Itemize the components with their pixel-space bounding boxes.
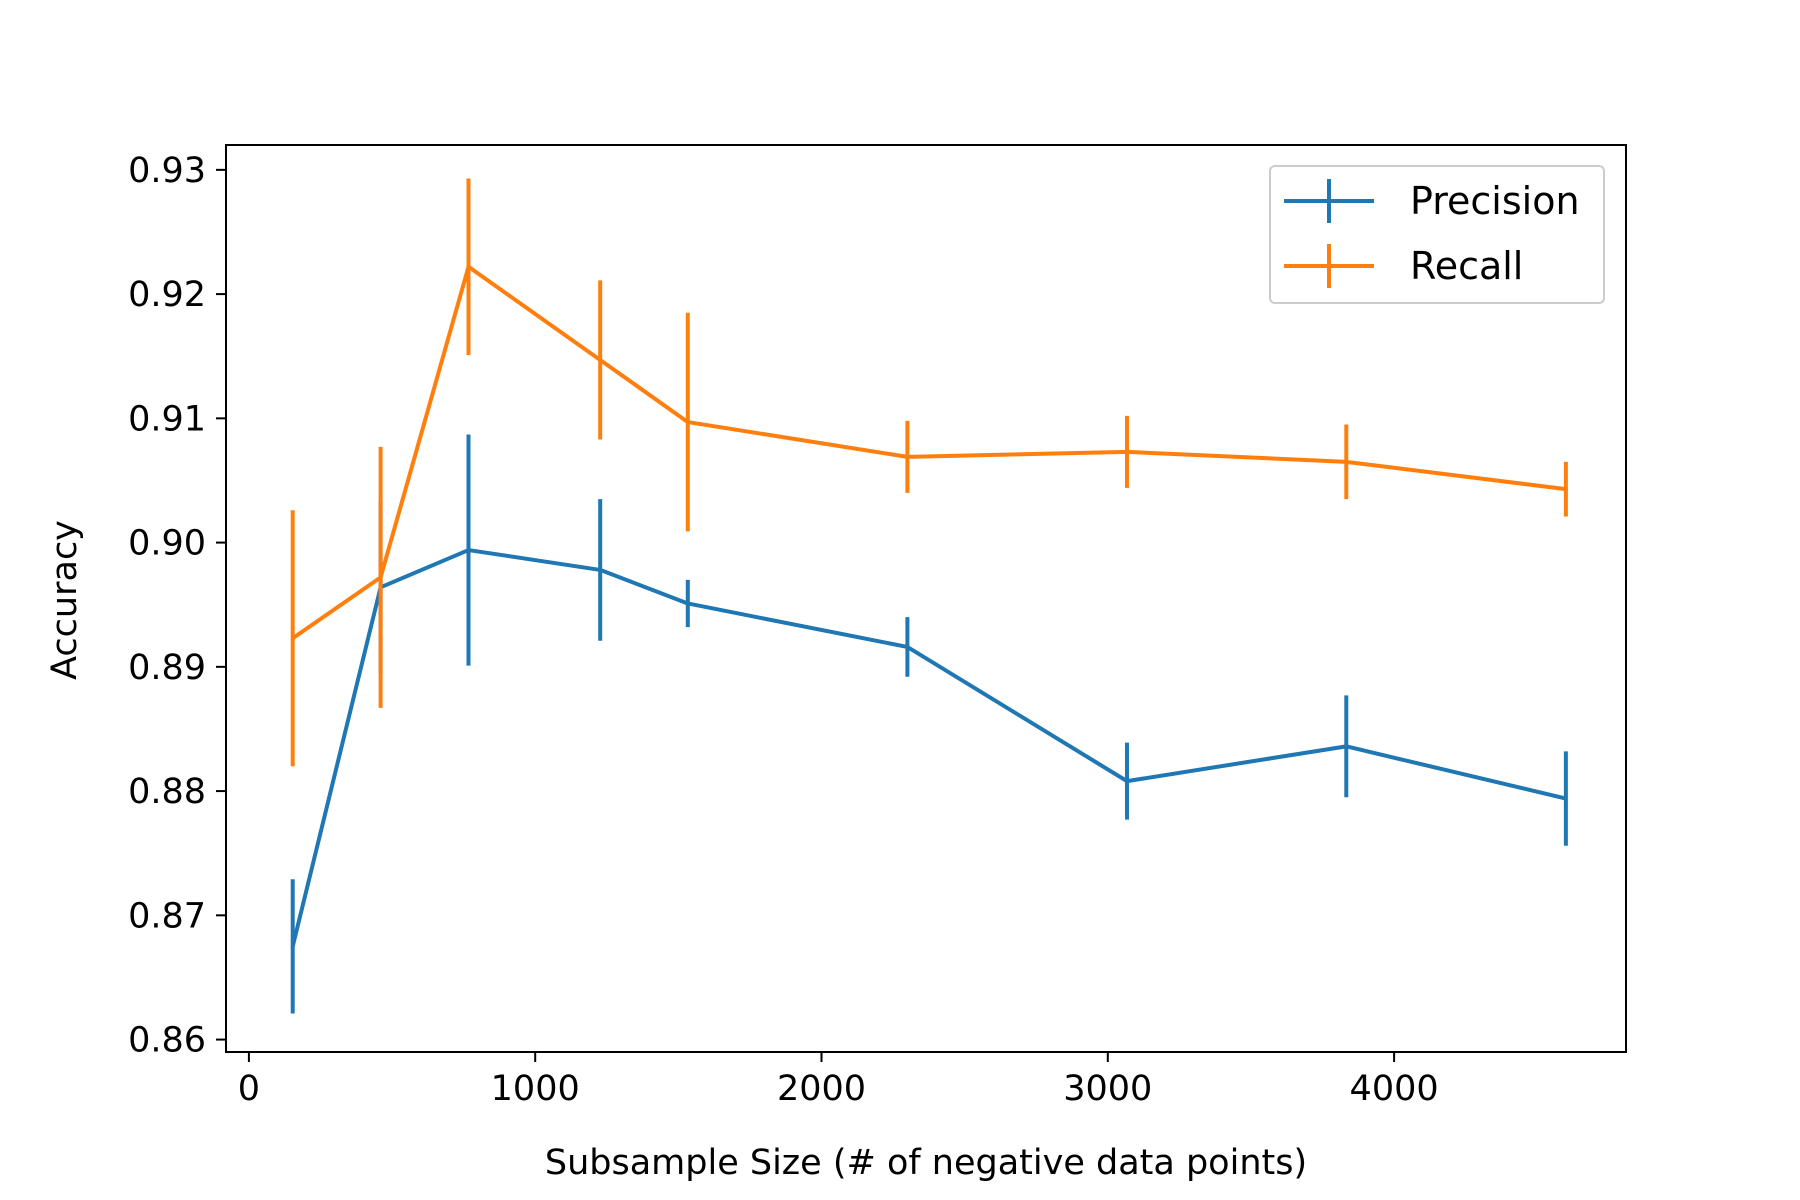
legend-label-recall: Recall: [1410, 244, 1523, 288]
x-tick-label: 0: [238, 1069, 260, 1109]
y-axis-title: Accuracy: [45, 520, 85, 680]
y-tick-label: 0.92: [128, 275, 206, 315]
legend-entry-recall: Recall: [1284, 244, 1523, 288]
x-tick-label: 3000: [1063, 1069, 1152, 1109]
y-tick-label: 0.91: [128, 399, 206, 439]
x-axis-ticks: 0 1000 2000 3000 4000: [238, 1052, 1439, 1109]
series-line-precision: [290, 548, 1567, 947]
x-axis-title: Subsample Size (# of negative data point…: [545, 1143, 1307, 1183]
y-tick-label: 0.90: [128, 524, 206, 564]
legend: Precision Recall: [1269, 165, 1605, 304]
series-recall: [290, 178, 1568, 767]
x-tick-label: 4000: [1350, 1069, 1439, 1109]
plot-frame: [225, 144, 1627, 1053]
y-tick-label: 0.93: [128, 151, 206, 191]
x-tick-label: 2000: [777, 1069, 866, 1109]
series-precision: [290, 434, 1568, 1014]
legend-label-precision: Precision: [1410, 179, 1580, 223]
series-line-recall: [291, 264, 1567, 640]
y-axis-ticks: 0.86 0.87 0.88 0.89 0.90 0.91 0.92 0.93: [128, 151, 226, 1061]
x-tick-label: 1000: [491, 1069, 580, 1109]
plot-marks: [290, 178, 1568, 1014]
legend-entry-precision: Precision: [1284, 179, 1580, 223]
y-tick-label: 0.87: [128, 896, 206, 936]
y-tick-label: 0.89: [128, 648, 206, 688]
y-tick-label: 0.88: [128, 772, 206, 812]
y-tick-label: 0.86: [128, 1021, 206, 1061]
